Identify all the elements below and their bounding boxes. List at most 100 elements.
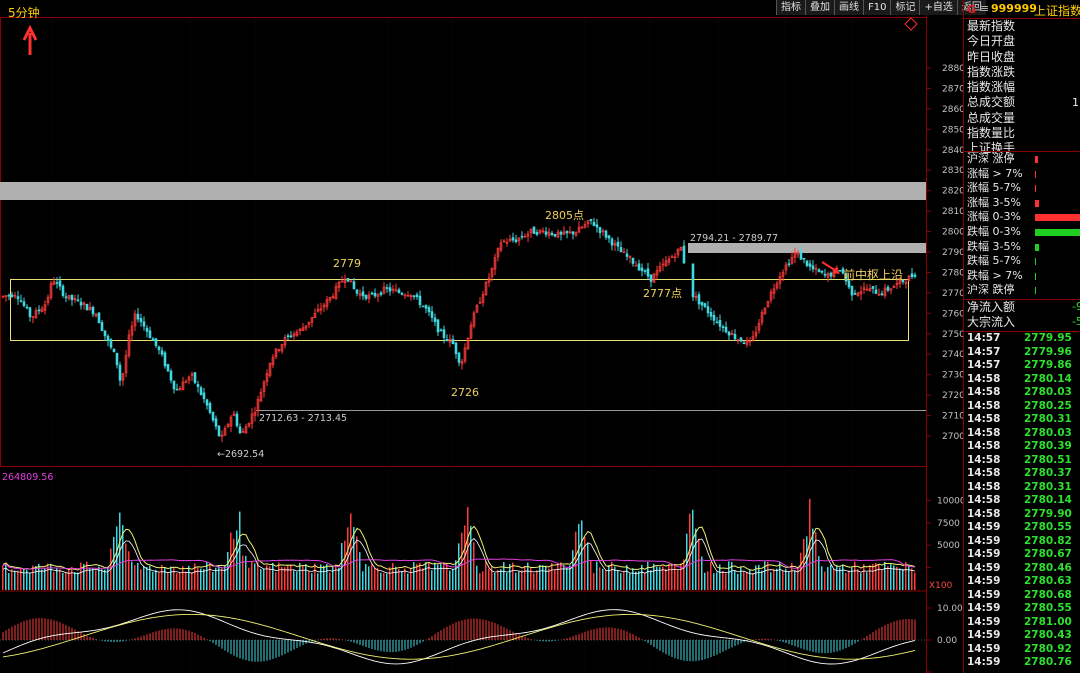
tick-row[interactable]: 14:58 2780.03 [964,386,1080,400]
tick-price: 2779.95 [1024,332,1072,344]
tick-row[interactable]: 14:58 2779.90 [964,508,1080,522]
tick-row[interactable]: 14:58 2780.14 [964,494,1080,508]
menu-icon[interactable]: ≡ [980,2,990,15]
candle-body [424,305,428,309]
candle-body [643,270,647,272]
volume-bar [134,565,136,590]
price-axis-label: 2740 [942,350,963,360]
volume-bar [905,561,907,590]
candle-body [667,258,671,263]
candle-body [610,238,614,246]
volume-bar [395,566,397,590]
tick-row[interactable]: 14:59 2780.82 [964,535,1080,549]
toolbar-button[interactable]: 叠加 [805,0,834,15]
g-icon[interactable]: G [967,3,977,16]
tick-row[interactable]: 14:58 2780.39 [964,440,1080,454]
candle-body [382,286,386,294]
candle-body [769,291,773,301]
candle-body [850,285,854,296]
volume-bar [887,566,889,590]
price-axis-label: 2700 [942,432,963,442]
info-row: 指数涨幅 [964,80,1080,95]
tick-price: 2780.51 [1024,453,1072,466]
candle-body [19,300,23,302]
tick-row[interactable]: 14:57 2779.86 [964,359,1080,373]
toolbar-button[interactable]: F10 [863,0,891,15]
volume-bar [776,568,778,590]
tick-row[interactable]: 14:58 2780.03 [964,427,1080,441]
tick-price: 2780.55 [1024,521,1072,533]
candle-body [226,424,230,428]
info-row: 今日开盘 [964,34,1080,49]
candle-body [523,236,527,238]
tick-row[interactable]: 14:59 2781.00 [964,616,1080,630]
volume-bar [470,525,472,590]
candle-body [913,274,917,277]
volume-bar [41,569,43,590]
volume-bar [827,567,829,590]
tick-row[interactable]: 14:58 2780.31 [964,481,1080,495]
tick-row[interactable]: 14:58 2780.37 [964,467,1080,481]
volume-bar [812,528,814,590]
tick-row[interactable]: 14:59 2780.55 [964,521,1080,535]
volume-bar [464,525,466,590]
volume-bar [26,569,28,590]
kline-chart[interactable]: 2700 2710 2720 2730 2740 2750 2760 2770 2780 2790… [0,0,963,673]
candle-body [628,256,632,259]
chart-area[interactable]: 2700 2710 2720 2730 2740 2750 2760 2770 2780 2790… [0,0,986,673]
candle-body [199,387,203,395]
tick-row[interactable]: 14:57 2779.96 [964,346,1080,360]
volume-bar [710,562,712,590]
candle-body [571,231,575,235]
toolbar-button[interactable]: 返回 [956,0,986,15]
candle-body [472,312,476,327]
tick-row[interactable]: 14:59 2780.63 [964,575,1080,589]
volume-bar [764,561,766,590]
toolbar-button[interactable]: +自选 [919,0,957,15]
candle-body [334,286,338,299]
candle-body [538,229,542,233]
candle-body [655,270,659,276]
volume-bar [287,565,289,590]
volume-bar [755,565,757,590]
stat-bar [1035,258,1036,266]
tick-list[interactable]: 14:57 2779.95 14:57 2779.96 14:57 2779.86 14:5… [964,331,1080,670]
volume-bar [353,526,355,590]
tick-time: 14:57 [967,359,1001,371]
tick-row[interactable]: 14:59 2780.43 [964,629,1080,643]
candle-body [10,294,14,297]
tick-row[interactable]: 14:59 2780.55 [964,602,1080,616]
candle-body [676,248,680,256]
candle-body [883,287,887,297]
toolbar-button[interactable]: 标记 [890,0,920,15]
tick-row[interactable]: 14:59 2780.92 [964,643,1080,657]
volume-axis-label: 5000 [937,541,960,551]
toolbar-button[interactable]: 画线 [834,0,863,15]
candle-body [388,287,392,292]
candle-body [190,373,194,376]
volume-bar [767,561,769,590]
tick-time: 14:57 [967,345,1001,358]
tick-row[interactable]: 14:59 2780.67 [964,548,1080,562]
candle-body [46,296,50,304]
volume-bar [488,568,490,590]
candle-body [166,364,170,372]
candle-body [403,294,407,297]
tick-row[interactable]: 14:58 2780.51 [964,454,1080,468]
tick-row[interactable]: 14:58 2780.25 [964,400,1080,414]
tick-row[interactable]: 14:59 2780.46 [964,562,1080,576]
period-label[interactable]: 5分钟 [8,6,40,20]
price-axis-label: 2760 [942,309,963,319]
candle-body [895,282,899,286]
volume-bar [743,571,745,590]
tick-row[interactable]: 14:59 2780.68 [964,589,1080,603]
tick-row[interactable]: 14:57 2779.95 [964,332,1080,346]
info-label: 总成交额 [967,95,1016,110]
tick-row[interactable]: 14:59 2780.76 [964,656,1080,670]
candle-body [64,296,68,299]
tick-row[interactable]: 14:58 2780.14 [964,373,1080,387]
toolbar-button[interactable]: 指标 [776,0,805,15]
volume-bar [365,564,367,590]
candle-body [325,299,329,307]
tick-row[interactable]: 14:58 2780.31 [964,413,1080,427]
